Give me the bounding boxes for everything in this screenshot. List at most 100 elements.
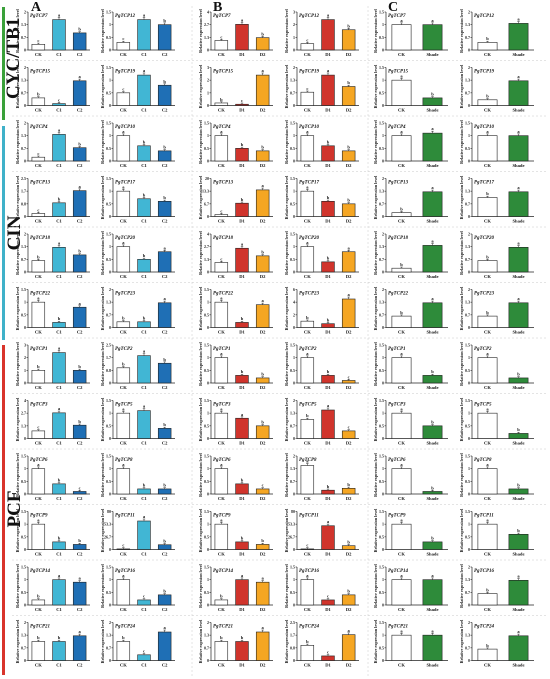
gene-title: PgTCP8 <box>299 458 317 463</box>
significance-letter: b <box>431 420 434 425</box>
gene-title: PgTCP23 <box>474 292 494 297</box>
x-tick-label: Shade <box>426 441 438 446</box>
y-axis-label: Relative expression level <box>459 64 464 108</box>
y-tick-label: 0 <box>293 381 295 386</box>
significance-letter: b <box>327 195 330 200</box>
significance-letter: a <box>164 245 167 250</box>
significance-letter: b <box>37 594 40 599</box>
x-tick-label: CK <box>218 607 225 612</box>
x-tick-label: CK <box>304 219 311 224</box>
y-tick-label: 0 <box>293 492 295 497</box>
bar-CK <box>214 40 229 51</box>
y-axis-label: Relative expression level <box>373 175 378 219</box>
x-tick-label: D2 <box>260 274 266 279</box>
y-axis-label: Relative expression level <box>373 508 378 552</box>
x-tick-label: D2 <box>346 385 352 390</box>
y-tick-label: 0 <box>468 214 470 219</box>
x-tick-label: D2 <box>260 663 266 668</box>
bar-Shade <box>422 491 443 495</box>
bar-CK <box>116 412 131 439</box>
x-tick-label: D1 <box>239 385 245 390</box>
x-tick-label: CK <box>304 607 311 612</box>
y-tick-label: 1.3 <box>290 78 295 83</box>
y-tick-label: 1.7 <box>106 355 111 360</box>
y-tick-label: 1.5 <box>379 620 384 625</box>
y-tick-label: 0 <box>293 325 295 330</box>
y-tick-label: 1.3 <box>106 633 111 638</box>
y-tick-label: 0.7 <box>465 90 470 95</box>
bar-CK <box>116 321 131 328</box>
y-tick-label: 0.5 <box>290 257 295 262</box>
x-tick-label: CK <box>35 163 42 168</box>
x-tick-label: C2 <box>77 330 83 335</box>
y-tick-label: 0 <box>382 214 384 219</box>
x-tick-label: CK <box>304 274 311 279</box>
x-tick-label: CK <box>218 274 225 279</box>
y-tick-label: 0 <box>468 492 470 497</box>
y-tick-label: 1.5 <box>379 398 384 403</box>
bar-D1 <box>235 247 249 273</box>
chart-B-PgTCP11: Relative expression level 0 26.7 53.3 80 PgTC… <box>284 508 359 557</box>
significance-letter: c <box>327 594 329 599</box>
chart-C-PgTCP21: Relative expression level 0 0.5 1 1.5 PgTCP21… <box>373 619 448 668</box>
significance-letter: c <box>37 151 39 156</box>
bar-CK <box>300 357 315 384</box>
significance-letter: b <box>122 316 125 321</box>
significance-letter: a <box>400 73 403 78</box>
gene-title: PgTCP9 <box>388 514 406 519</box>
bar-CK <box>31 301 46 328</box>
bar-Shade <box>508 533 529 550</box>
y-tick-label: 2.7 <box>204 22 209 27</box>
y-tick-label: 1.5 <box>21 509 26 514</box>
bar-C2 <box>72 190 87 217</box>
chart-A-PgTCP3: Relative expression level 0 1.3 2.7 4 PgTCP3 c… <box>15 397 90 446</box>
bar-D2 <box>255 488 270 495</box>
x-tick-label: CK <box>218 496 225 501</box>
y-tick-label: 0.8 <box>106 368 111 373</box>
y-tick-label: 0.5 <box>379 645 384 650</box>
bar-C2 <box>72 635 87 661</box>
bar-CK <box>477 412 498 439</box>
x-tick-label: CK <box>484 441 491 446</box>
x-tick-label: CK <box>304 663 311 668</box>
y-tick-label: 2 <box>382 176 384 181</box>
bar-C2 <box>72 147 87 162</box>
y-tick-label: 1 <box>293 133 295 138</box>
significance-letter: b <box>78 419 81 424</box>
x-tick-label: D1 <box>239 663 245 668</box>
gene-title: PgTCP18 <box>30 236 50 241</box>
significance-letter: c <box>306 37 308 42</box>
y-tick-label: 1.5 <box>465 454 470 459</box>
significance-letter: a <box>37 295 40 300</box>
y-axis-label: Relative expression level <box>459 286 464 330</box>
y-tick-label: 0.5 <box>106 257 111 262</box>
y-tick-label: 2 <box>207 78 209 83</box>
y-tick-label: 1.5 <box>204 121 209 126</box>
significance-letter: a <box>79 629 82 634</box>
x-tick-label: Shade <box>512 52 524 57</box>
y-tick-label: 0 <box>109 159 111 164</box>
bar-CK <box>116 92 131 106</box>
x-tick-label: CK <box>35 108 42 113</box>
gene-title: PgTCP1 <box>213 347 231 352</box>
y-tick-label: 0 <box>207 103 209 108</box>
bar-C1 <box>137 355 151 384</box>
significance-letter: a <box>58 12 61 17</box>
y-axis-label: Relative expression level <box>373 397 378 441</box>
significance-letter: a <box>262 576 265 581</box>
x-tick-label: C2 <box>162 108 168 113</box>
x-tick-label: CK <box>304 441 311 446</box>
bar-CK <box>116 641 131 661</box>
y-tick-label: 0.5 <box>106 590 111 595</box>
x-tick-label: CK <box>304 108 311 113</box>
x-tick-label: CK <box>120 52 127 57</box>
chart-B-PgTCP23: Relative expression level 0 2 4 6 PgTCP23 b CK b… <box>284 286 359 335</box>
bar-Shade <box>422 579 443 606</box>
x-tick-label: CK <box>120 663 127 668</box>
bar-CK <box>477 593 498 606</box>
significance-letter: a <box>327 12 330 17</box>
bar-CK <box>31 468 46 495</box>
y-tick-label: 1.5 <box>290 343 295 348</box>
y-tick-label: 4 <box>24 398 26 403</box>
